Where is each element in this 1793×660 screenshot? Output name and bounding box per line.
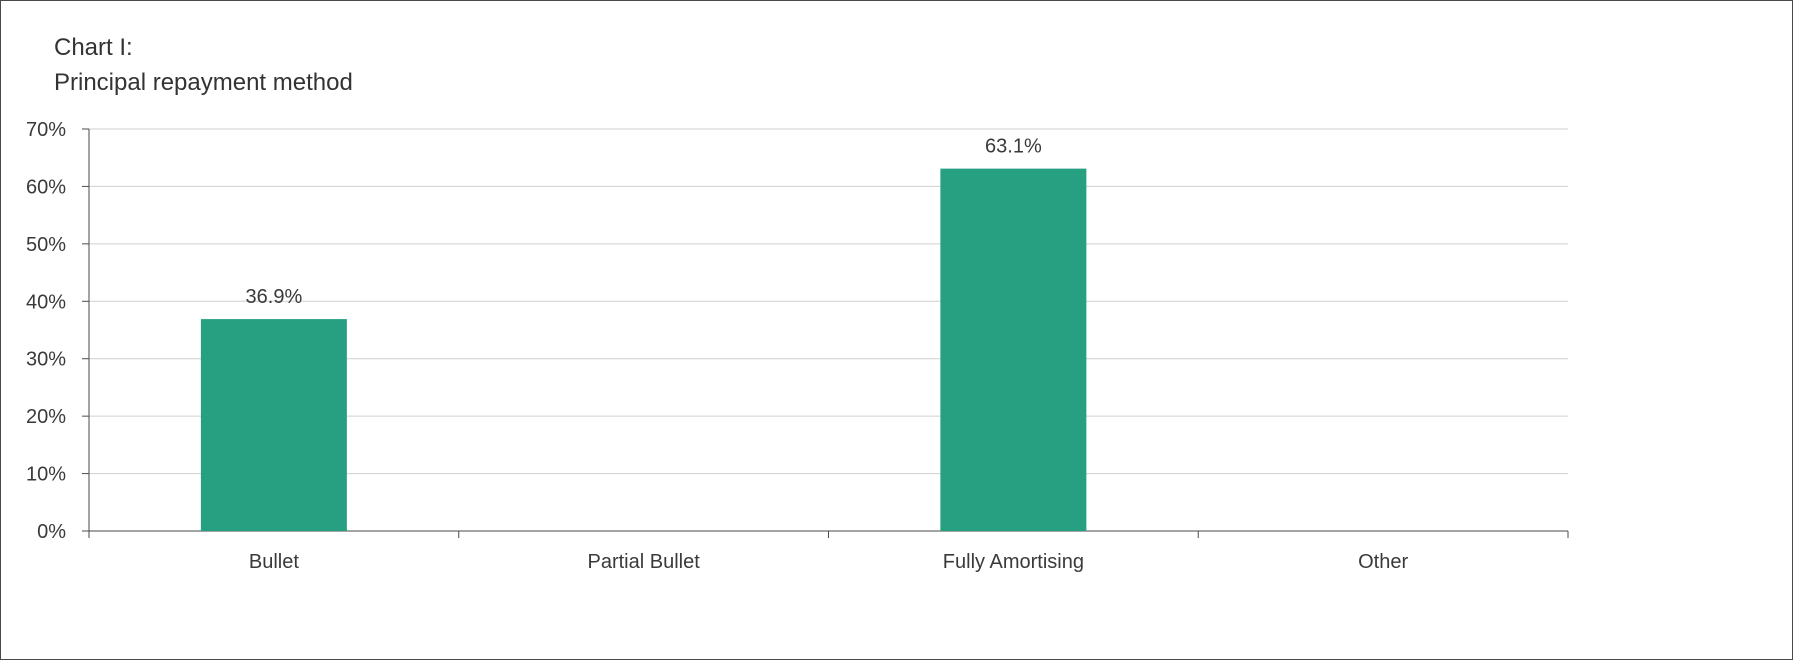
x-category-label: Partial Bullet (587, 551, 700, 573)
y-tick-label: 10% (26, 464, 66, 486)
y-tick-label: 40% (26, 291, 66, 313)
y-tick-label: 30% (26, 349, 66, 371)
y-tick-label: 60% (26, 176, 66, 198)
x-category-label: Other (1358, 551, 1408, 573)
data-label: 36.9% (246, 286, 303, 308)
y-tick-label: 20% (26, 406, 66, 428)
y-tick-label: 70% (26, 119, 66, 141)
data-label: 63.1% (985, 136, 1042, 158)
y-tick-label: 50% (26, 234, 66, 256)
y-tick-label: 0% (37, 521, 66, 543)
chart-title-line-1: Chart I: (54, 34, 133, 61)
bar (200, 319, 347, 531)
x-category-label: Bullet (249, 551, 299, 573)
bar (940, 168, 1087, 531)
chart-title-line-2: Principal repayment method (54, 69, 353, 96)
x-category-label: Fully Amortising (943, 551, 1084, 573)
